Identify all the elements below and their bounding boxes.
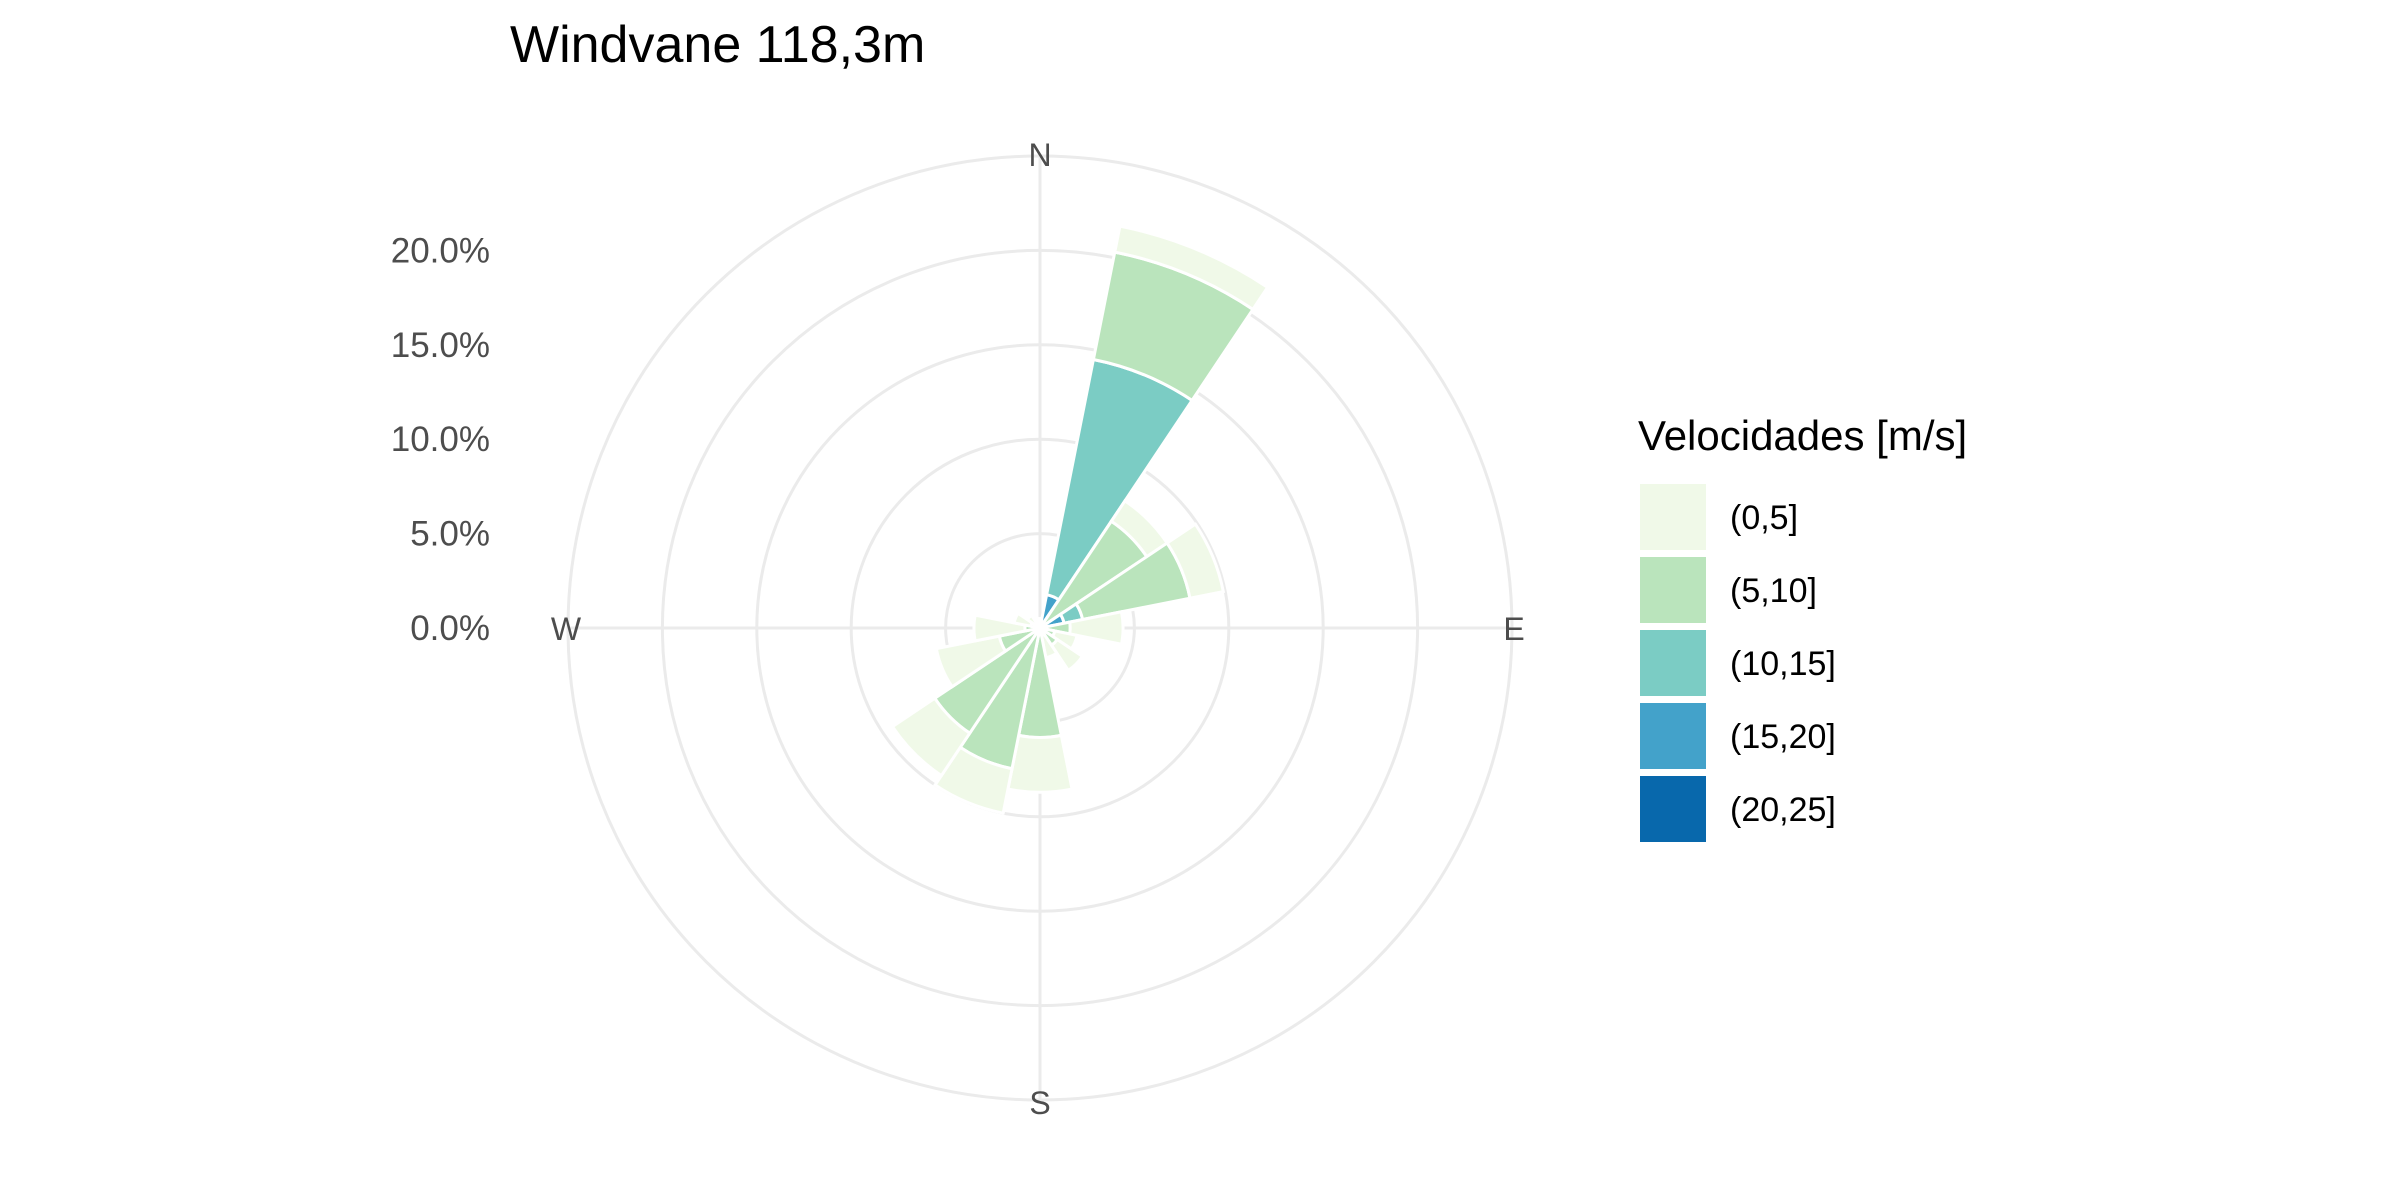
legend-key	[1640, 484, 1706, 550]
wind-bar-sw	[890, 696, 972, 778]
wind-bar-e	[1067, 610, 1125, 646]
radial-tick-label: 20.0%	[391, 231, 490, 270]
radial-tick-label: 10.0%	[391, 420, 490, 459]
wind-bar-w	[972, 613, 1027, 643]
direction-label-e: E	[1503, 611, 1524, 647]
wind-bar-ssw	[933, 745, 1014, 815]
direction-label-n: N	[1028, 137, 1051, 173]
legend-label: (15,20]	[1730, 718, 1836, 756]
legend-label: (20,25]	[1730, 791, 1836, 829]
wind-rose-bars	[890, 224, 1270, 815]
wind-bar-wnw	[1012, 611, 1035, 628]
legend-label: (10,15]	[1730, 645, 1836, 683]
chart-title: Windvane 118,3m	[510, 16, 925, 74]
direction-labels: N E S W	[551, 137, 1525, 1121]
legend-key	[1640, 703, 1706, 769]
radial-tick-label: 0.0%	[410, 609, 490, 648]
direction-label-s: S	[1029, 1085, 1050, 1121]
legend-key	[1640, 776, 1706, 842]
wind-bar-ene	[1165, 522, 1226, 600]
legend-label: (0,5]	[1730, 499, 1798, 537]
legend-key	[1640, 557, 1706, 623]
radial-tick-labels: 0.0% 5.0% 10.0% 15.0% 20.0%	[391, 231, 490, 648]
polar-grid	[566, 154, 1514, 1102]
direction-label-w: W	[551, 611, 582, 647]
wind-bar-nne	[1113, 224, 1270, 312]
wind-bar-nnw	[1032, 616, 1042, 627]
radial-tick-label: 15.0%	[391, 326, 490, 365]
wind-bar-wsw	[934, 634, 1008, 689]
radial-tick-label: 5.0%	[410, 515, 490, 554]
legend: Velocidades [m/s] (0,5] (5,10] (10,15] (15,…	[1638, 412, 1967, 842]
legend-label: (5,10]	[1730, 572, 1817, 610]
legend-key	[1640, 630, 1706, 696]
legend-title: Velocidades [m/s]	[1638, 412, 1967, 459]
wind-bar-se	[1049, 637, 1085, 673]
